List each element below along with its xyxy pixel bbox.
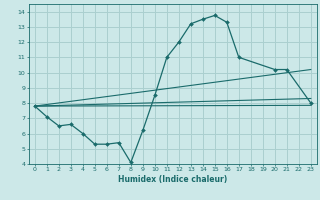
- X-axis label: Humidex (Indice chaleur): Humidex (Indice chaleur): [118, 175, 228, 184]
